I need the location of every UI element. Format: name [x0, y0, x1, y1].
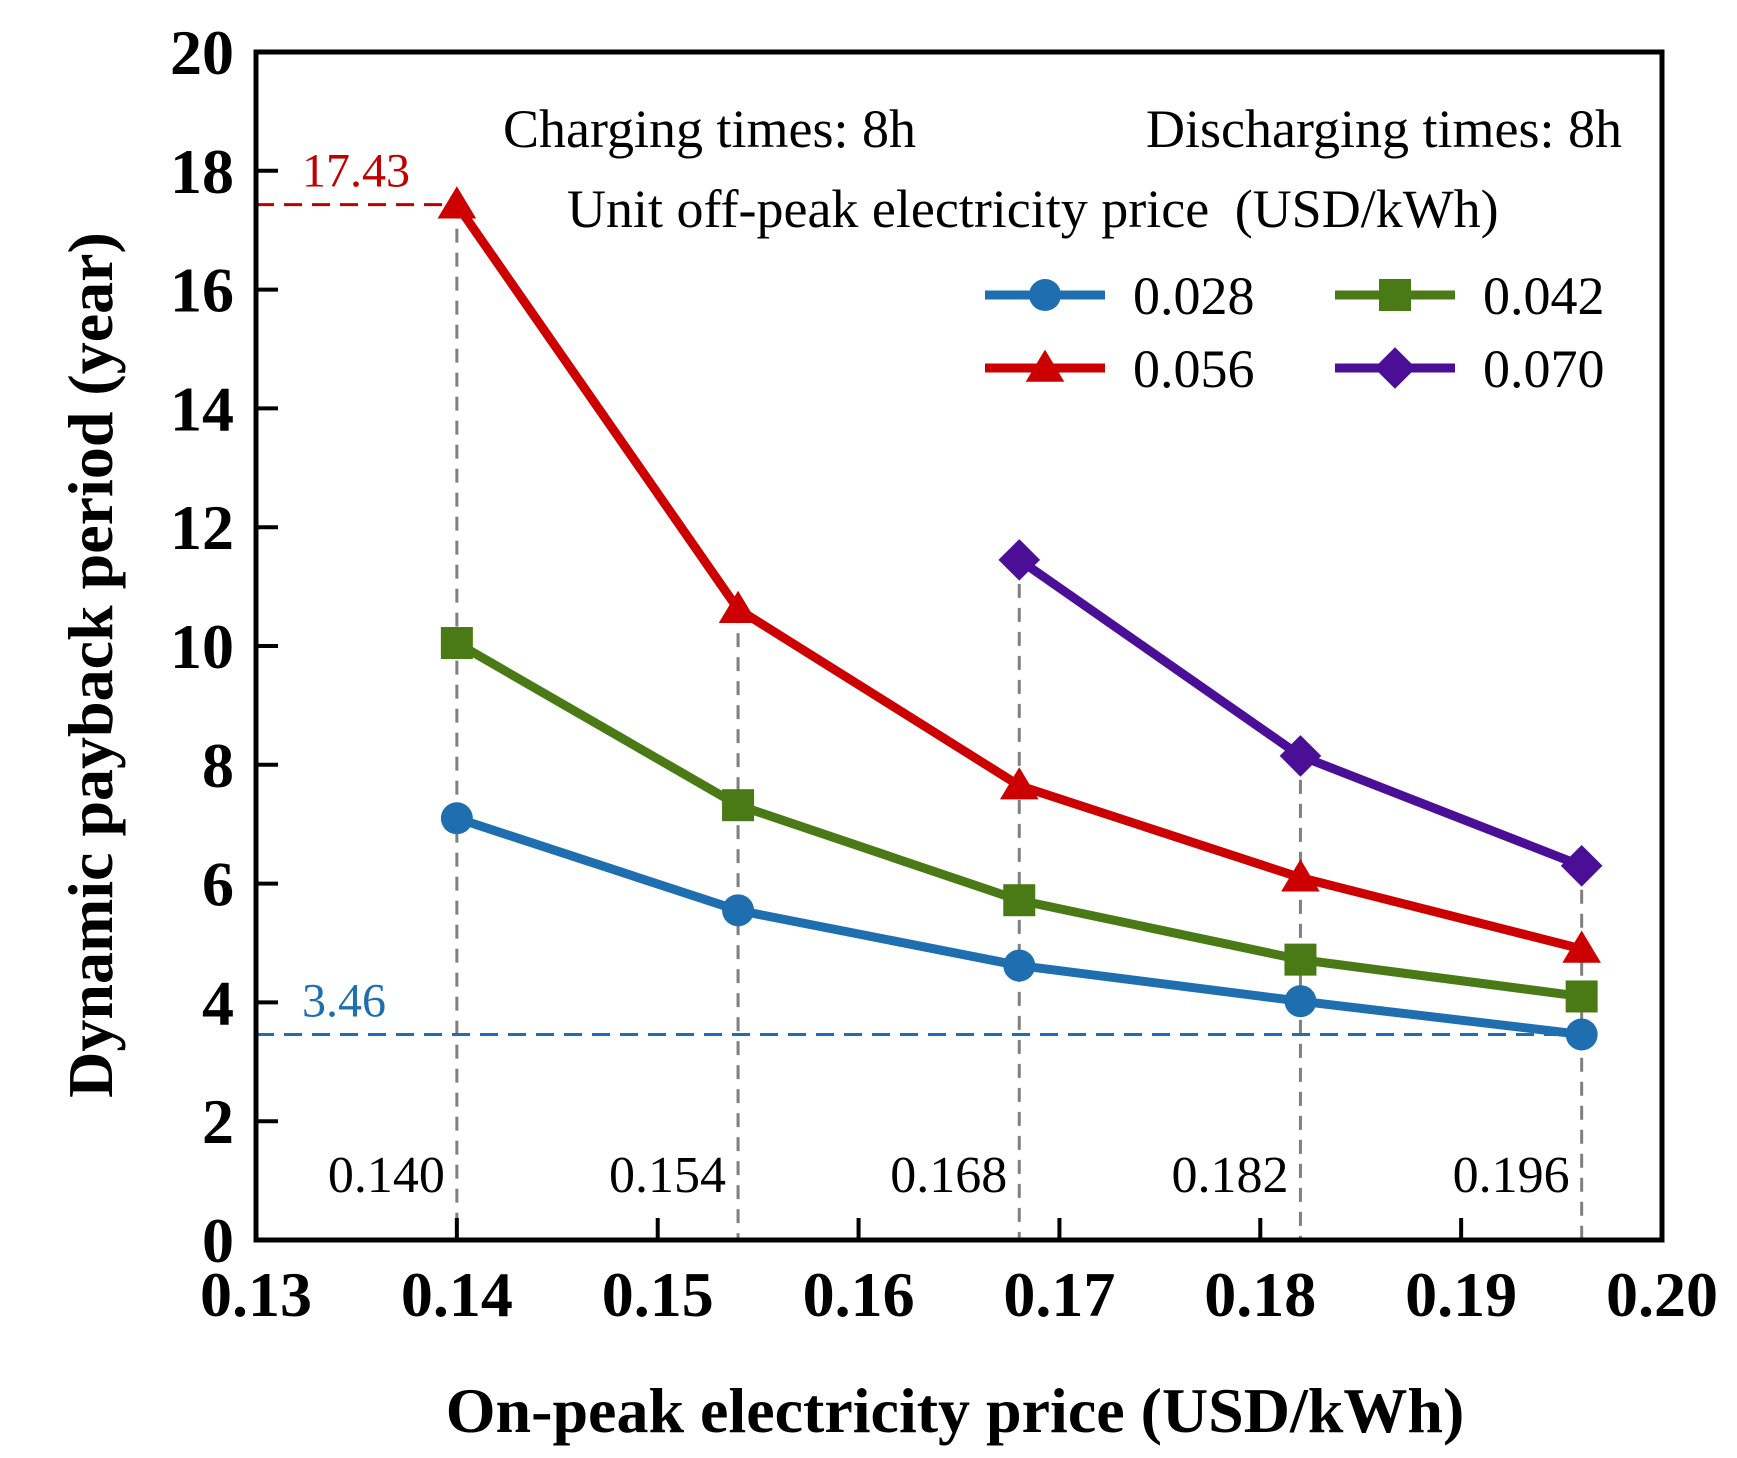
y-tick-label-7: 14 [170, 373, 234, 444]
point-0.028-0 [440, 802, 473, 835]
y-tick-label-3: 6 [202, 849, 234, 920]
point-0.042-0 [440, 627, 473, 660]
point-0.056-4 [1562, 930, 1601, 963]
y-tick-label-5: 10 [170, 611, 234, 682]
y-tick-label-9: 18 [170, 136, 234, 207]
point-0.070-2 [1560, 844, 1603, 887]
x-tick-label-6: 0.19 [1405, 1259, 1517, 1330]
legend-label-0.056: 0.056 [1133, 339, 1255, 399]
point-0.042-3 [1284, 943, 1317, 976]
x-tick-label-5: 0.18 [1204, 1259, 1316, 1330]
price-label-2: 0.168 [890, 1147, 1007, 1204]
x-tick-label-4: 0.17 [1003, 1259, 1115, 1330]
point-0.056-2 [999, 767, 1039, 800]
legend-label-0.042: 0.042 [1483, 266, 1605, 326]
point-0.056-0 [437, 186, 477, 219]
axes: 0 2 4 6 8 10 12 14 16 18 20 0.13 0.14 0.15 0.16 0.17 0.1… [170, 17, 1718, 1330]
point-0.028-1 [722, 894, 755, 927]
point-0.028-4 [1565, 1018, 1598, 1051]
x-tick-label-3: 0.16 [803, 1259, 915, 1330]
ref-label-1: 3.46 [302, 974, 386, 1027]
point-0.028-3 [1284, 985, 1317, 1018]
legend-marker-0.056 [1025, 349, 1065, 382]
x-tick-label-7: 0.20 [1606, 1259, 1718, 1330]
point-0.042-1 [722, 789, 755, 822]
point-0.070-0 [998, 539, 1041, 581]
x-tick-label-1: 0.14 [401, 1259, 513, 1330]
y-tick-label-0: 0 [202, 1205, 234, 1276]
point-0.028-2 [1003, 949, 1036, 982]
x-tick-label-0: 0.13 [200, 1259, 312, 1330]
legend: 0.028 0.042 0.056 0.070 [985, 266, 1605, 399]
y-tick-label-1: 2 [202, 1086, 234, 1157]
y-tick-label-6: 12 [170, 492, 234, 563]
y-tick-label-4: 8 [202, 730, 234, 801]
series-line-0.070 [1016, 556, 1584, 870]
legend-marker-0.028 [1029, 279, 1061, 311]
y-tick-label-2: 4 [202, 967, 234, 1038]
annotation-charging: Charging times: 8h [503, 99, 916, 159]
point-0.042-2 [1003, 884, 1036, 917]
x-axis-title: On-peak electricity price (USD/kWh) [446, 1375, 1465, 1446]
annotation-unit-price-text: Unit off-peak electricity price [567, 179, 1209, 239]
price-label-4: 0.196 [1453, 1147, 1570, 1204]
y-tick-label-10: 20 [170, 17, 234, 88]
point-0.070-1 [1279, 735, 1322, 777]
price-label-1: 0.154 [609, 1147, 726, 1204]
annotation-unit-price: Unit off-peak electricity price (USD/kWh… [567, 179, 1499, 239]
ref-label-0: 17.43 [302, 145, 410, 198]
y-tick-label-8: 16 [170, 255, 234, 326]
annotation-unit-price-unit: (USD/kWh) [1235, 179, 1499, 239]
x-tick-label-2: 0.15 [602, 1259, 714, 1330]
series-layer [437, 186, 1603, 1051]
point-0.056-3 [1281, 859, 1320, 892]
legend-marker-0.070 [1374, 347, 1416, 389]
price-label-0: 0.140 [328, 1147, 445, 1204]
legend-label-0.070: 0.070 [1483, 339, 1605, 399]
y-axis-title: Dynamic payback period (year) [55, 232, 126, 1098]
series-line-0.042 [454, 639, 1583, 1001]
legend-marker-0.042 [1379, 279, 1411, 311]
price-label-3: 0.182 [1171, 1147, 1288, 1204]
point-0.056-1 [718, 590, 758, 623]
annotation-discharging: Discharging times: 8h [1146, 99, 1622, 159]
point-0.042-4 [1565, 980, 1598, 1013]
legend-label-0.028: 0.028 [1133, 266, 1255, 326]
